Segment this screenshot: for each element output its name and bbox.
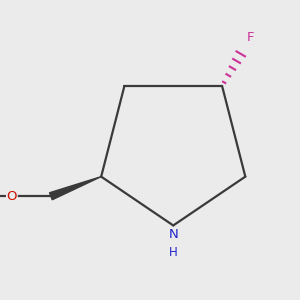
Text: N: N bbox=[168, 229, 178, 242]
Text: O: O bbox=[7, 190, 17, 203]
Text: H: H bbox=[169, 247, 178, 260]
Text: F: F bbox=[247, 31, 254, 44]
Polygon shape bbox=[50, 177, 101, 200]
